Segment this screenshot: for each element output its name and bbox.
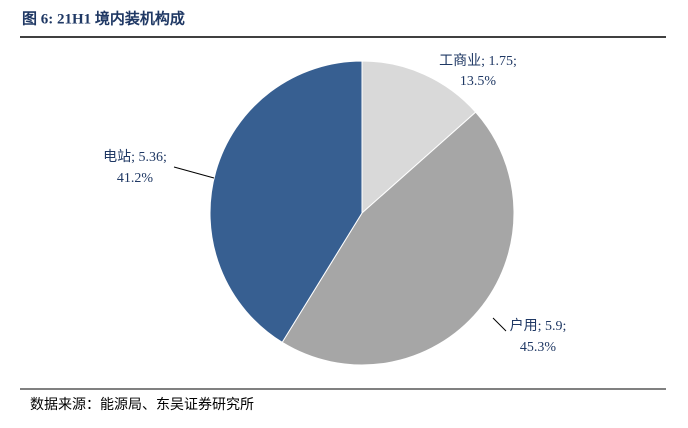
pie-slice xyxy=(209,60,363,344)
leader-line xyxy=(173,166,215,179)
value-label: 5.9; xyxy=(545,319,566,334)
category-name: 户用 xyxy=(510,317,538,334)
value-label: 1.75; xyxy=(489,54,517,69)
chart-title: 图 6: 21H1 境内装机构成 xyxy=(22,9,185,27)
category-name: 工商业 xyxy=(439,53,481,69)
percent-label: 45.3% xyxy=(520,340,557,355)
label-separator: ; xyxy=(481,54,488,69)
percent-label: 41.2% xyxy=(117,171,154,186)
data-label: 工商业; 1.75; xyxy=(439,53,517,69)
value-label: 5.36; xyxy=(139,150,167,165)
data-label: 户用; 5.9; xyxy=(510,317,567,334)
source-note: 数据来源：能源局、东吴证券研究所 xyxy=(30,397,254,413)
leader-line xyxy=(492,317,507,332)
data-label: 电站; 5.36; xyxy=(103,149,167,165)
label-separator: ; xyxy=(538,319,545,334)
category-name: 电站 xyxy=(103,149,131,165)
label-separator: ; xyxy=(131,150,138,165)
pie-slice xyxy=(361,60,477,215)
pie-slice xyxy=(281,111,515,366)
percent-label: 13.5% xyxy=(460,74,497,89)
